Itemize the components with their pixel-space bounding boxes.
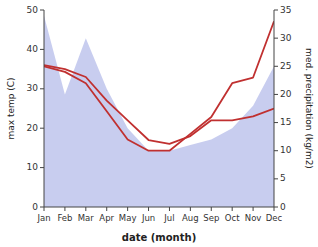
y2-tick-label: 30 (280, 33, 292, 43)
y2-tick (274, 10, 278, 11)
y2-tick (274, 94, 278, 95)
y-tick (40, 207, 44, 208)
y-tick-label: 30 (27, 83, 39, 93)
y-tick (40, 49, 44, 50)
x-tick (127, 207, 128, 211)
y-tick-label: 10 (27, 162, 39, 172)
y2-tick (274, 66, 278, 67)
x-tick-label: Aug (182, 213, 199, 223)
line (44, 21, 274, 150)
x-tick-label: Apr (99, 213, 114, 223)
x-tick (85, 207, 86, 211)
x-tick (106, 207, 107, 211)
y2-tick-label: 5 (280, 173, 286, 183)
x-tick-label: Nov (245, 213, 262, 223)
x-tick (190, 207, 191, 211)
y2-tick (274, 178, 278, 179)
x-tick-label: Jan (36, 213, 50, 223)
y2-axis-label: med. precipitation (kg/m2) (304, 48, 314, 169)
y-tick (40, 167, 44, 168)
x-tick (253, 207, 254, 211)
y-tick (40, 88, 44, 89)
y-tick (40, 128, 44, 129)
y2-tick (274, 207, 278, 208)
y2-tick-label: 20 (280, 89, 292, 99)
x-tick (169, 207, 170, 211)
y2-tick (274, 38, 278, 39)
x-tick (274, 207, 275, 211)
y-tick-label: 50 (27, 5, 39, 15)
y-tick (40, 10, 44, 11)
y2-axis-line (274, 10, 275, 207)
y-axis-label: max temp (C) (6, 77, 16, 139)
x-axis-label: date (month) (122, 232, 196, 243)
y2-tick (274, 122, 278, 123)
y2-tick-label: 15 (280, 117, 291, 127)
y-tick-label: 0 (32, 202, 38, 212)
x-tick-label: Jul (163, 213, 174, 223)
y-axis-line (44, 10, 45, 207)
x-tick-label: Mar (78, 213, 95, 223)
line (44, 65, 274, 144)
x-tick (148, 207, 149, 211)
x-axis-line (44, 207, 274, 208)
x-tick (211, 207, 212, 211)
x-tick-label: Oct (225, 213, 240, 223)
x-tick (64, 207, 65, 211)
plot-area (44, 16, 274, 207)
x-tick (232, 207, 233, 211)
x-tick-label: Dec (266, 213, 283, 223)
area (44, 16, 274, 207)
y2-tick (274, 150, 278, 151)
y2-tick-label: 25 (280, 61, 291, 71)
y-tick-label: 20 (27, 123, 39, 133)
x-tick-label: Jun (141, 213, 155, 223)
y2-tick-label: 0 (280, 202, 286, 212)
chart: 0 10 20 30 40 50 0 5 10 15 20 25 30 35 Jan Feb Mar Apr May… (0, 0, 318, 247)
x-tick-label: Sep (203, 213, 219, 223)
y-tick-label: 40 (27, 44, 39, 54)
x-tick-label: May (119, 213, 137, 223)
x-tick (44, 207, 45, 211)
y2-tick-label: 10 (280, 145, 292, 155)
y2-tick-label: 35 (280, 5, 291, 15)
x-tick-label: Feb (57, 213, 72, 223)
